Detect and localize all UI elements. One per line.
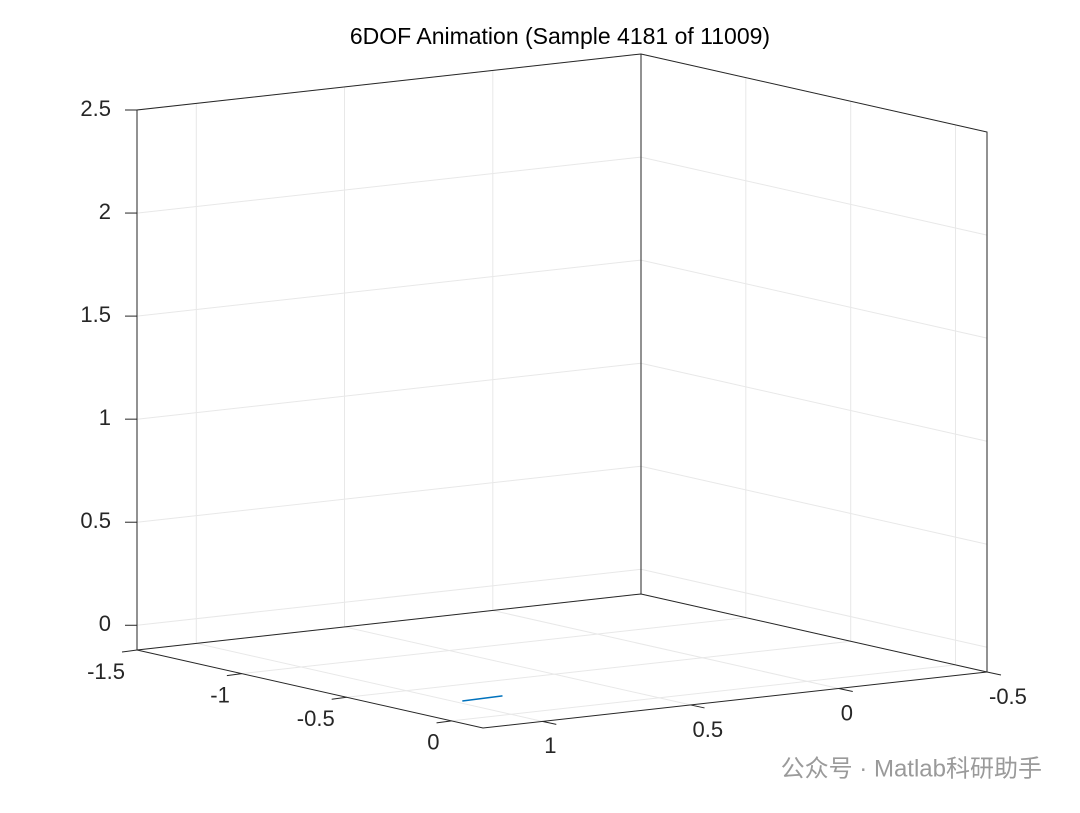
grid-line (136, 259, 988, 339)
z-tick-label: 2.5 (80, 96, 111, 121)
grid-line (136, 362, 988, 442)
axis-box (136, 53, 988, 672)
grid-line (344, 86, 691, 706)
x-tick (436, 720, 452, 724)
y-tick (986, 671, 1002, 676)
grid-line (136, 156, 988, 236)
axis-box (136, 649, 988, 729)
z-tick-label: 0.5 (80, 508, 111, 533)
y-tick-label: 0 (841, 700, 853, 725)
grid-line (451, 124, 956, 722)
y-tick (838, 687, 853, 692)
trajectory-line (462, 695, 503, 702)
z-tick-label: 1 (99, 405, 111, 430)
chart-title: 6DOF Animation (Sample 4181 of 11009) (350, 23, 770, 49)
y-tick-label: -0.5 (989, 684, 1027, 709)
y-tick (542, 720, 557, 725)
y-tick-label: 1 (544, 733, 556, 758)
x-tick-label: -0.5 (297, 706, 335, 731)
grid-line (195, 103, 543, 722)
watermark: 公众号 · Matlab科研助手 (781, 755, 1042, 782)
x-tick-label: 0 (427, 730, 439, 755)
grid-line (640, 54, 988, 673)
x-tick-label: -1.5 (87, 659, 125, 684)
grid-line (346, 101, 852, 698)
x-tick (121, 649, 138, 653)
x-tick (226, 673, 242, 677)
grid-line (136, 53, 988, 133)
grid-line (136, 465, 988, 545)
z-tick-label: 2 (99, 199, 111, 224)
z-tick-label: 0 (99, 611, 111, 636)
x-tick (331, 696, 347, 700)
grid-line (241, 77, 747, 675)
x-tick-label: -1 (210, 682, 230, 707)
grid-line (136, 54, 642, 651)
z-tick-label: 1.5 (80, 302, 111, 327)
y-tick (690, 704, 705, 709)
axis-box (136, 593, 988, 673)
y-tick-label: 0.5 (693, 717, 724, 742)
